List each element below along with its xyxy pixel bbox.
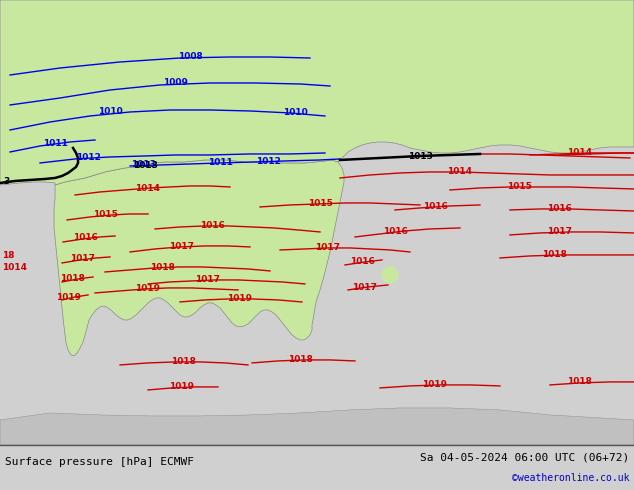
Text: 1015: 1015	[93, 211, 117, 220]
Text: 1018: 1018	[60, 274, 84, 283]
Text: 1013: 1013	[131, 160, 155, 170]
Text: 1017: 1017	[195, 275, 221, 285]
Polygon shape	[0, 0, 634, 185]
Text: Sa 04-05-2024 06:00 UTC (06+72): Sa 04-05-2024 06:00 UTC (06+72)	[420, 453, 629, 463]
Text: 1011: 1011	[42, 140, 67, 148]
Text: 1012: 1012	[256, 157, 280, 167]
Text: 1008: 1008	[178, 52, 202, 61]
Text: 1016: 1016	[548, 204, 573, 214]
Polygon shape	[0, 408, 634, 445]
Text: 18: 18	[2, 251, 15, 260]
Text: 1016: 1016	[422, 202, 448, 212]
Text: 1011: 1011	[207, 158, 233, 168]
Circle shape	[382, 267, 398, 283]
Text: 1017: 1017	[169, 243, 195, 251]
Text: 1014: 1014	[567, 148, 592, 157]
Text: 1014: 1014	[448, 168, 472, 176]
Text: 1017: 1017	[70, 254, 94, 264]
Text: 1016: 1016	[382, 227, 408, 237]
Text: 1009: 1009	[162, 78, 188, 88]
Text: 1019: 1019	[136, 285, 160, 294]
Polygon shape	[54, 160, 344, 356]
Text: 1018: 1018	[543, 250, 567, 259]
Text: 1018: 1018	[288, 355, 313, 365]
Text: Surface pressure [hPa] ECMWF: Surface pressure [hPa] ECMWF	[5, 457, 194, 467]
Text: 1010: 1010	[283, 108, 307, 118]
Text: 1017: 1017	[547, 227, 573, 237]
Text: 1013: 1013	[408, 152, 432, 162]
Text: 1010: 1010	[98, 107, 122, 117]
Text: 1018: 1018	[150, 264, 174, 272]
Text: 1015: 1015	[508, 182, 533, 192]
Text: 1013: 1013	[133, 162, 157, 171]
Text: 1019: 1019	[228, 294, 252, 303]
Text: 1016: 1016	[349, 257, 375, 267]
Text: 1018: 1018	[171, 357, 195, 367]
Text: 1016: 1016	[73, 233, 98, 243]
Text: 1012: 1012	[75, 153, 100, 163]
Text: 1019: 1019	[56, 294, 81, 302]
Text: 1019: 1019	[169, 382, 195, 392]
Text: 1017: 1017	[316, 244, 340, 252]
Text: 3: 3	[3, 177, 10, 186]
Text: 1015: 1015	[307, 199, 332, 208]
Text: 1019: 1019	[422, 380, 448, 390]
Text: 1016: 1016	[200, 221, 224, 230]
Text: ©weatheronline.co.uk: ©weatheronline.co.uk	[512, 473, 629, 483]
Text: 1017: 1017	[353, 283, 377, 293]
Text: 1014: 1014	[2, 263, 27, 272]
Text: 1018: 1018	[567, 377, 592, 387]
Text: 1014: 1014	[136, 184, 160, 194]
